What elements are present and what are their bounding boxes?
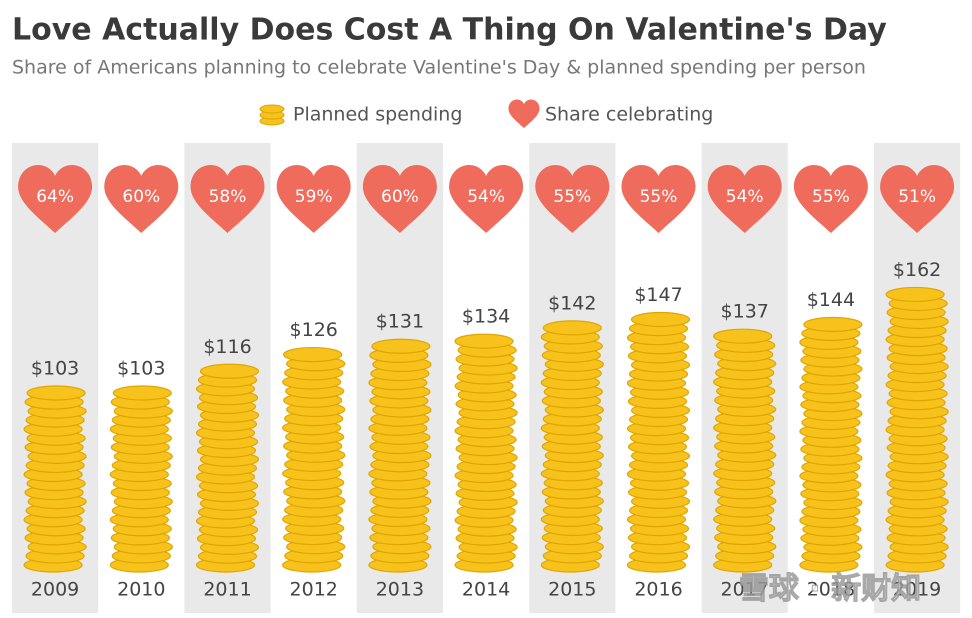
coin-stack [282,346,346,573]
value-label: $137 [721,301,769,323]
chart-subtitle: Share of Americans planning to celebrate… [12,57,866,79]
coin-stack [885,286,949,573]
heart [535,165,610,233]
heart-label: 51% [898,187,936,207]
heart-label: 60% [122,187,160,207]
x-tick-label: 2015 [548,579,596,601]
watermark: 雪球 · 新财知 [739,572,921,607]
heart-label: 58% [209,187,247,207]
value-label: $103 [117,357,165,379]
coin [283,346,343,363]
marks: 2009 64% $103 2010 60% $103 2011 58% $116 2012 59%… [18,165,955,607]
value-label: $147 [634,284,682,306]
coin-stack [368,338,432,573]
heart-label: 54% [726,187,764,207]
x-tick-label: 2014 [462,579,510,601]
heart [621,165,696,233]
coin [630,311,691,328]
heart-label: 60% [381,187,419,207]
x-tick-label: 2016 [634,579,682,601]
coin [259,104,285,114]
value-label: $142 [548,292,596,314]
heart-label: 55% [640,187,678,207]
legend: Planned spending Share celebrating [259,99,713,129]
legend-icon-coins [259,104,285,126]
heart [793,165,868,233]
legend-label: Share celebrating [545,104,713,126]
x-tick-label: 2011 [203,579,251,601]
heart-label: 64% [36,187,74,207]
x-tick-label: 2012 [290,579,338,601]
coin-stack [109,385,173,573]
heart [449,165,524,233]
coin-stack [23,385,87,573]
heart [880,165,955,233]
value-label: $103 [31,357,79,379]
heart-label: 54% [467,187,505,207]
x-tick-label: 2013 [376,579,424,601]
coin [803,316,863,333]
heart [104,165,179,233]
x-tick-label: 2018 [807,579,855,601]
coin [454,333,514,349]
x-tick-label: 2009 [31,579,79,601]
value-label: $144 [807,289,855,311]
heart [190,165,265,233]
heart [707,165,782,233]
heart-label: 55% [812,187,850,207]
heart [362,165,437,233]
value-label: $116 [203,336,251,358]
legend-label: Planned spending [293,104,462,126]
heart-label: 55% [553,187,591,207]
coin-stack [713,328,777,573]
x-tick-label: 2010 [117,579,165,601]
coin [112,385,172,401]
coin [26,385,86,401]
coin-stack [454,333,518,573]
coin [542,320,602,336]
coin-stack [540,320,604,573]
coin [885,286,945,303]
chart-title: Love Actually Does Cost A Thing On Valen… [12,13,887,48]
x-tick-label: 2019 [893,579,941,601]
heart [18,165,93,233]
coin-stack [195,363,260,573]
coin [371,338,431,354]
coin-stack [626,311,691,573]
heart [276,165,351,233]
value-label: $131 [376,311,424,333]
value-label: $162 [893,259,941,281]
x-tick-label: 2017 [721,579,769,601]
value-label: $134 [462,306,510,328]
heart-label: 59% [295,187,333,207]
legend-icon-heart [508,99,540,129]
coin-stack [799,316,863,573]
coin [199,363,260,379]
value-label: $126 [290,319,338,341]
coin [713,328,773,344]
